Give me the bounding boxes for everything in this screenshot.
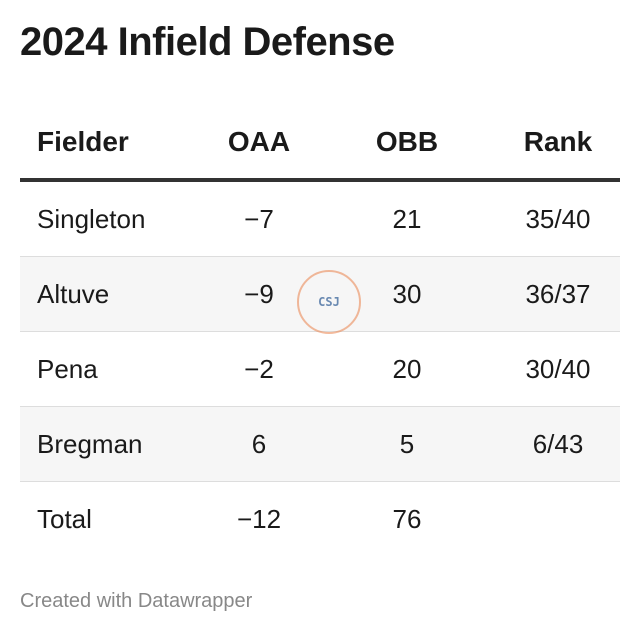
footer: Created with Datawrapper (20, 590, 253, 612)
table-row: Singleton −7 21 35/40 (20, 182, 620, 257)
table-cell: 76 (392, 503, 422, 534)
table-cell: Singleton (37, 203, 146, 234)
table-cell: Pena (37, 353, 98, 384)
table-cell: Total (37, 503, 92, 534)
table-cell: 35/40 (525, 203, 591, 234)
table-cell: −2 (244, 353, 274, 384)
table-row: Pena −2 20 30/40 (20, 332, 620, 407)
table-row: Total −12 76 (20, 482, 620, 556)
table-cell: 5 (399, 428, 415, 459)
table-cell: 30 (392, 278, 422, 309)
column-header: Fielder (37, 126, 129, 157)
table-cell: 30/40 (525, 353, 591, 384)
table-cell: 6 (251, 428, 267, 459)
table-cell: 20 (392, 353, 422, 384)
table-cell: −7 (244, 203, 274, 234)
column-header: Rank (523, 126, 593, 157)
column-header: OAA (227, 126, 291, 157)
table-cell: Bregman (37, 428, 143, 459)
table-cell: −9 (244, 278, 274, 309)
column-header: OBB (375, 126, 439, 157)
table-cell: 21 (392, 203, 422, 234)
title: 2024 Infield Defense (20, 20, 395, 64)
table-row: Bregman 6 5 6/43 (20, 407, 620, 482)
table-cell: 36/37 (525, 278, 591, 309)
table-cell: 6/43 (532, 428, 584, 459)
watermark: CSJ (297, 270, 361, 334)
table-cell: −12 (236, 503, 282, 534)
table-cell: Altuve (37, 278, 110, 309)
header-row: Fielder OAA OBB Rank (20, 106, 620, 182)
